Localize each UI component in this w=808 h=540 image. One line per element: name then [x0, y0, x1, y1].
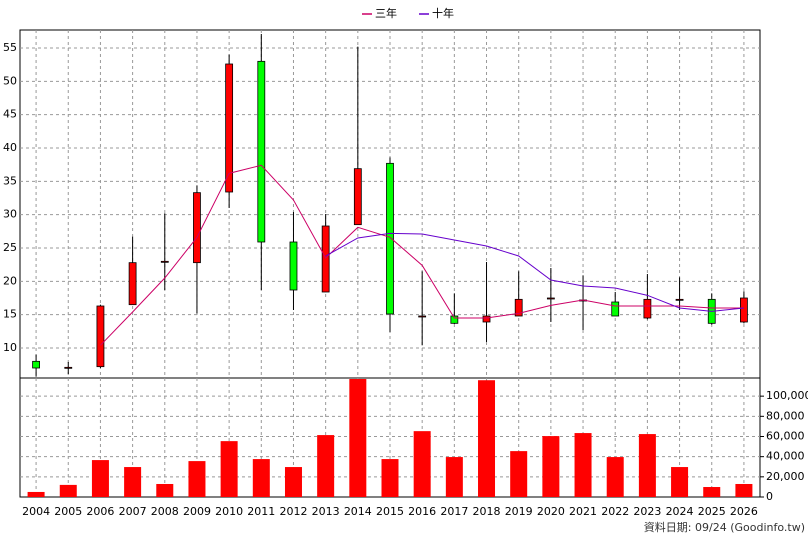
- x-tick-label: 2016: [408, 505, 436, 518]
- x-tick-label: 2018: [473, 505, 501, 518]
- x-tick-label: 2026: [730, 505, 758, 518]
- volume-bar: [91, 460, 109, 497]
- x-tick-label: 2015: [376, 505, 404, 518]
- y-tick-label: 10: [3, 341, 17, 354]
- x-tick-label: 2009: [183, 505, 211, 518]
- x-tick-label: 2024: [666, 505, 694, 518]
- y2-tick-label: 40,000: [766, 450, 805, 463]
- volume-bar: [735, 483, 753, 497]
- volume-bar: [381, 459, 399, 497]
- x-tick-label: 2012: [279, 505, 307, 518]
- volume-bar: [703, 487, 721, 497]
- volume-bar: [638, 434, 656, 497]
- y-tick-label: 50: [3, 74, 17, 87]
- volume-bar: [478, 380, 496, 497]
- volume-bar: [284, 467, 302, 497]
- volume-bar: [252, 459, 270, 497]
- x-tick-label: 2017: [440, 505, 468, 518]
- volume-bar: [445, 457, 463, 497]
- x-tick-label: 2010: [215, 505, 243, 518]
- candle-body: [740, 297, 748, 323]
- volume-bar: [156, 483, 174, 497]
- candle-body: [418, 315, 427, 318]
- candle-body: [128, 262, 137, 306]
- volume-bar: [124, 467, 142, 497]
- candle-body: [353, 168, 362, 226]
- volume-bar: [606, 457, 624, 497]
- candle-body: [32, 360, 40, 369]
- candle-body: [514, 298, 523, 317]
- y-tick-label: 45: [3, 108, 17, 121]
- candle-body: [96, 305, 105, 368]
- y2-tick-label: 0: [766, 490, 773, 503]
- volume-bar: [188, 461, 206, 497]
- x-tick-label: 2025: [698, 505, 726, 518]
- x-tick-label: 2020: [537, 505, 565, 518]
- source-note: 資料日期: 09/24 (Goodinfo.tw): [644, 520, 805, 534]
- y-tick-label: 35: [3, 174, 17, 187]
- candle-body: [193, 192, 201, 264]
- y-tick-label: 15: [3, 308, 17, 321]
- line-series: [100, 164, 744, 346]
- volume-bar: [510, 451, 528, 497]
- legend-label: 十年: [432, 6, 454, 20]
- x-tick-label: 2006: [86, 505, 114, 518]
- candle-body: [225, 63, 234, 193]
- volume-bar: [542, 436, 560, 497]
- candle-body: [257, 60, 266, 243]
- x-tick-label: 2021: [569, 505, 597, 518]
- volume-bar: [413, 431, 431, 497]
- candle-body: [160, 260, 169, 263]
- volume-bar: [27, 491, 45, 497]
- candle-body: [64, 366, 73, 369]
- candle-body: [546, 297, 555, 300]
- y-tick-label: 20: [3, 274, 17, 287]
- candle-body: [643, 298, 652, 319]
- line-series: [325, 232, 744, 312]
- y-tick-label: 30: [3, 208, 17, 221]
- candle-body: [675, 298, 684, 301]
- x-tick-label: 2013: [312, 505, 340, 518]
- y2-tick-label: 100,000: [766, 389, 808, 402]
- x-tick-label: 2022: [601, 505, 629, 518]
- x-tick-label: 2019: [505, 505, 533, 518]
- volume-bar: [349, 379, 367, 497]
- x-tick-label: 2005: [54, 505, 82, 518]
- y-tick-label: 40: [3, 141, 17, 154]
- y2-tick-label: 60,000: [766, 429, 805, 442]
- volume-bar: [59, 484, 77, 497]
- candle-body: [611, 301, 620, 317]
- x-tick-label: 2008: [151, 505, 179, 518]
- y-tick-label: 55: [3, 41, 17, 54]
- y-tick-label: 25: [3, 241, 17, 254]
- candle-body: [450, 315, 459, 324]
- x-tick-label: 2004: [22, 505, 50, 518]
- legend-label: 三年: [375, 6, 397, 20]
- x-tick-label: 2011: [247, 505, 275, 518]
- candle-body: [482, 315, 491, 323]
- y2-tick-label: 80,000: [766, 409, 805, 422]
- volume-bar: [671, 467, 689, 497]
- volume-bar: [317, 435, 335, 497]
- volume-bar: [574, 433, 592, 497]
- volume-bar: [220, 441, 238, 497]
- candle-body: [321, 225, 330, 293]
- candle-body: [289, 241, 298, 291]
- x-tick-label: 2023: [633, 505, 661, 518]
- y2-tick-label: 20,000: [766, 470, 805, 483]
- candle-body: [386, 162, 394, 315]
- x-tick-label: 2007: [119, 505, 147, 518]
- x-tick-label: 2014: [344, 505, 372, 518]
